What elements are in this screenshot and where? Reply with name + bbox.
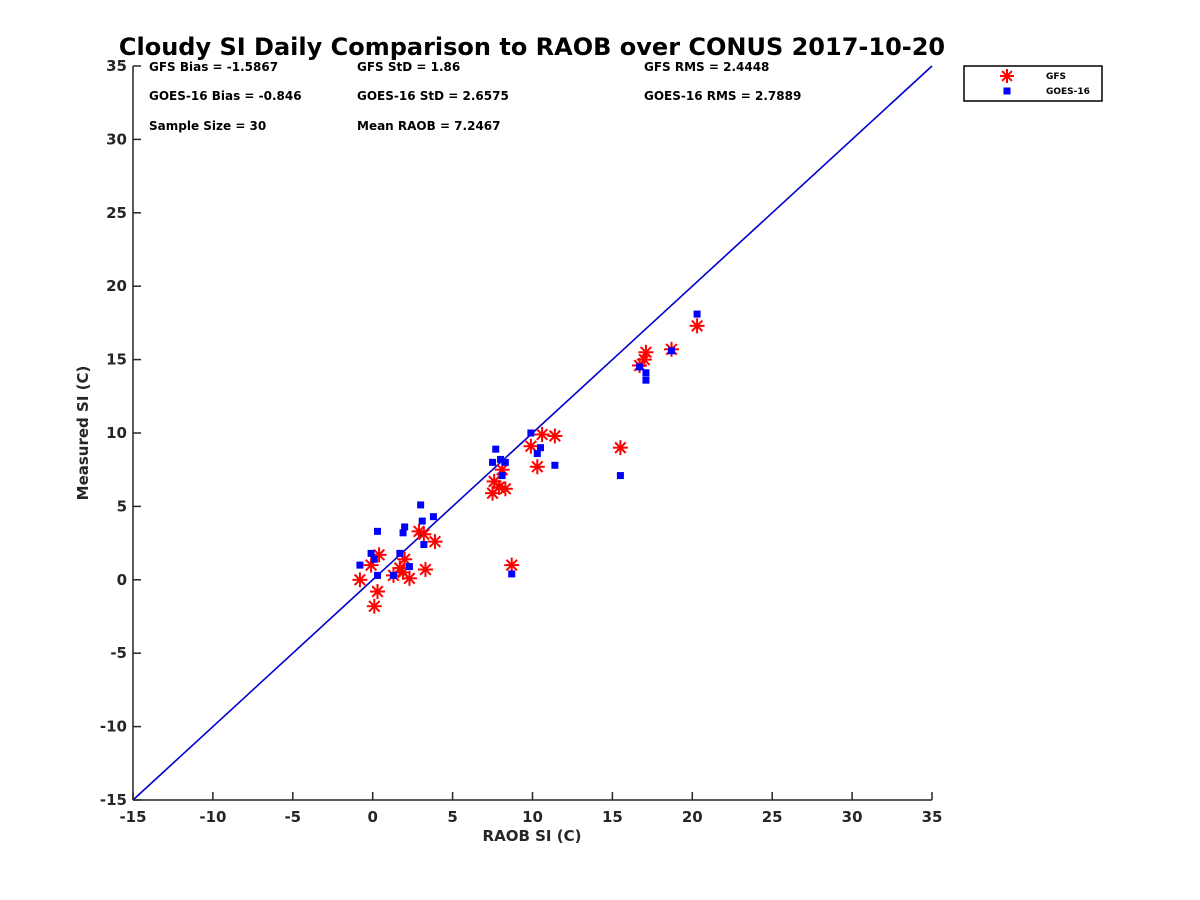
goes16-point [527,429,535,437]
legend-marker-gfs [1000,69,1014,83]
legend-marker-goes16 [1003,87,1011,95]
y-tick-label: 25 [106,204,127,222]
x-tick-label: 0 [367,808,377,826]
x-tick-label: 5 [447,808,457,826]
goes16-point [616,472,624,480]
gfs-point [689,318,705,334]
x-tick-label: 25 [762,808,783,826]
gfs-point [369,584,385,600]
goes16-point [356,561,364,569]
x-tick-label: -5 [284,808,301,826]
x-tick-label: -15 [119,808,146,826]
goes16-point [497,455,505,463]
gfs-point [352,572,368,588]
goes16-point [373,527,381,535]
goes16-point [399,529,407,537]
goes16-point [693,310,701,318]
y-tick-label: 30 [106,130,127,148]
legend: GFS GOES-16 [963,65,1103,102]
stat-annotation: Mean RAOB = 7.2467 [357,119,501,133]
gfs-point [417,562,433,578]
gfs-point [523,438,539,454]
goes16-point [508,570,516,578]
goes16-point [389,571,397,579]
goes16-point [429,513,437,521]
y-tick-label: 5 [117,497,127,515]
x-tick-label: 15 [602,808,623,826]
gfs-point [366,598,382,614]
stat-annotation: GFS StD = 1.86 [357,60,460,74]
goes16-point [668,347,676,355]
goes16-point [533,450,541,458]
x-tick-label: 20 [682,808,703,826]
y-tick-label: -15 [100,791,127,809]
x-tick-label: -10 [199,808,226,826]
goes16-point [370,555,378,563]
stat-annotation: GFS RMS = 2.4448 [644,60,769,74]
y-tick-label: -5 [110,644,127,662]
x-tick-label: 10 [522,808,543,826]
y-tick-label: 15 [106,351,127,369]
gfs-point [612,440,628,456]
y-tick-label: -10 [100,718,127,736]
goes16-point [551,461,559,469]
legend-label: GFS [1046,72,1066,82]
goes16-point [642,376,650,384]
chart-title: Cloudy SI Daily Comparison to RAOB over … [119,33,945,61]
goes16-point [418,517,426,525]
gfs-point [636,352,652,368]
stat-annotation: GFS Bias = -1.5867 [149,60,278,74]
stat-annotation: GOES-16 RMS = 2.7889 [644,89,801,103]
gfs-point [427,534,443,550]
gfs-point [497,481,513,497]
y-tick-label: 35 [106,57,127,75]
goes16-point [492,445,500,453]
y-tick-label: 10 [106,424,127,442]
y-tick-label: 20 [106,277,127,295]
goes16-point [536,444,544,452]
gfs-point [547,428,563,444]
gfs-point [534,426,550,442]
stat-annotation: Sample Size = 30 [149,119,266,133]
gfs-point [401,570,417,586]
gfs-point [416,526,432,542]
goes16-point [373,571,381,579]
goes16-point [489,458,497,466]
stat-annotation: GOES-16 Bias = -0.846 [149,89,302,103]
goes16-point [420,541,428,549]
stat-annotation: GOES-16 StD = 2.6575 [357,89,509,103]
gfs-point [504,557,520,573]
goes16-point [401,523,409,531]
goes16-point [396,549,404,557]
x-tick-label: 35 [922,808,943,826]
y-axis-label: Measured SI (C) [74,366,92,501]
goes16-point [636,363,644,371]
goes16-point [417,501,425,509]
x-axis-label: RAOB SI (C) [483,827,582,845]
y-tick-label: 0 [117,571,127,589]
legend-box [963,65,1103,102]
goes16-point [405,563,413,571]
goes16-point [501,458,509,466]
goes16-point [367,549,375,557]
legend-label: GOES-16 [1046,87,1090,97]
goes16-point [498,472,506,480]
goes16-point [642,369,650,377]
gfs-point [529,459,545,475]
x-tick-label: 30 [842,808,863,826]
